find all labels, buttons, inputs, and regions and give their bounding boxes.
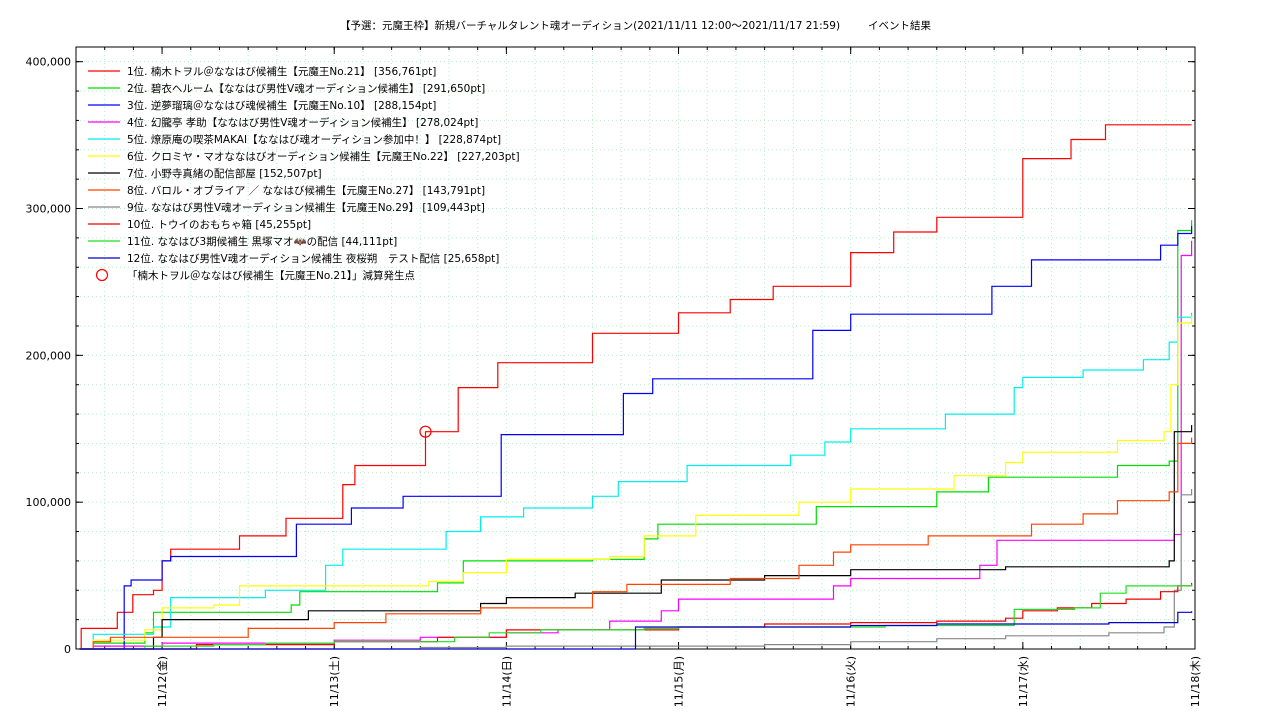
x-tick-label: 11/15(月) [673,656,686,707]
series-line-9 [79,489,1193,650]
chart-subtitle: イベント結果 [868,19,931,32]
x-tick-label: 11/16(火) [845,656,858,707]
legend-label-2: 2位. 碧衣ヘルーム【ななはび男性V魂オーディション候補生】 [291,650p… [127,82,485,95]
legend-label-8: 8位. バロル・オブライア ／ ななはび候補生【元魔王No.27】 [143,7… [127,184,485,197]
series-line-3 [79,226,1193,650]
series-lines [79,124,1193,650]
y-tick-label: 400,000 [26,56,72,69]
x-tick-label: 11/12(金) [155,656,169,707]
legend-label-1: 1位. 楠木トヲル＠ななはび候補生【元魔王No.21】 [356,761pt] [127,65,436,78]
legend-label-4: 4位. 幻朧亭 孝助【ななはび男性V魂オーディション候補生】 [278,024p… [127,116,478,129]
series-line-11 [79,584,1193,650]
legend-label-6: 6位. クロミヤ・マオななはびオーディション候補生【元魔王No.22】 [227… [127,150,520,163]
legend-label-9: 9位. ななはび男性V魂オーディション候補生【元魔王No.29】 [109,44… [127,201,485,214]
legend-label-11: 11位. ななはび3期候補生 黒塚マオ🦇の配信 [44,111pt] [127,235,397,248]
series-line-8 [79,437,1193,650]
chart-title: 【予選：元魔王枠】新規バーチャルタレント魂オーディション(2021/11/11 … [340,19,840,32]
legend: 1位. 楠木トヲル＠ななはび候補生【元魔王No.21】 [356,761pt] 2… [88,65,520,282]
legend-label-5: 5位. 燎原庵の喫茶MAKAI【ななはび魂オーディション参加中！】 [228,8… [127,133,501,146]
series-line-4 [79,240,1193,650]
annotation-marker [419,425,432,438]
y-tick-label: 100,000 [26,496,72,509]
x-tick-label: 11/14(日) [500,656,513,707]
y-tick-label: 0 [64,643,71,656]
legend-label-7: 7位. 小野寺真緒の配信部屋 [152,507pt] [127,167,322,180]
legend-annotation-marker [95,268,109,282]
series-line-5 [79,312,1193,650]
legend-label-12: 12位. ななはび男性V魂オーディション候補生 夜桜朔 テスト配信 [25,65… [127,252,499,265]
x-tick-label: 11/13(土) [328,656,341,707]
y-tick-label: 200,000 [26,349,72,362]
x-tick-label: 11/17(水) [1017,656,1030,707]
legend-label-10: 10位. トウイのおもちゃ箱 [45,255pt] [127,218,311,231]
legend-label-3: 3位. 逆夢瑠璃＠ななはび魂候補生【元魔王No.10】 [288,154pt] [127,99,436,112]
series-line-6 [79,315,1193,650]
series-line-12 [79,611,1193,650]
legend-annotation-label: 「楠木トヲル＠ななはび候補生【元魔王No.21】」減算発生点 [127,269,415,282]
series-line-10 [79,582,1193,650]
series-line-7 [79,425,1193,650]
x-tick-label: 11/18(木) [1189,656,1202,707]
y-tick-label: 300,000 [26,203,72,216]
